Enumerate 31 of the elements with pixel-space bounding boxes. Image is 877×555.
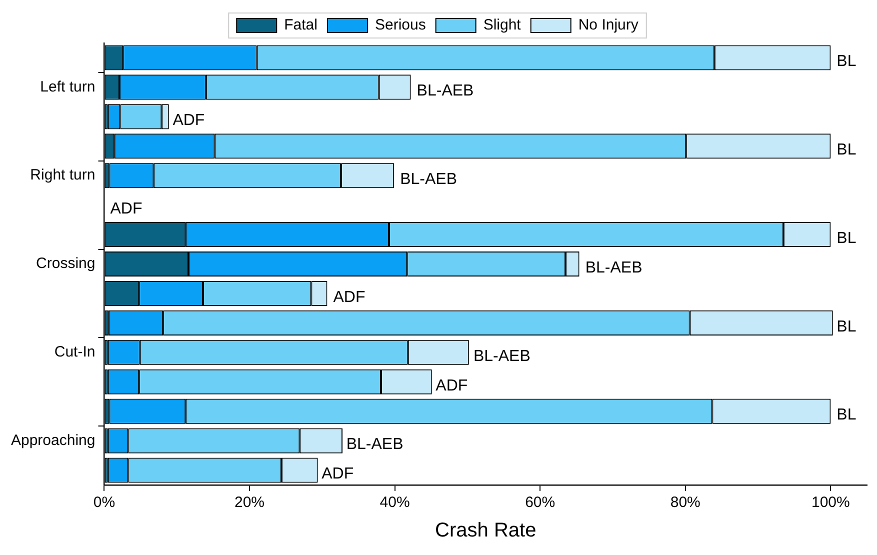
annotation: BL-AEB [400,171,458,188]
annotation: BL-AEB [346,436,404,454]
x-axis-title: Crash Rate [435,520,536,542]
annotation: ADF [172,112,205,130]
x-tick-label: 0% [93,494,116,512]
y-tick-label: Approaching [10,432,96,449]
annotation: BL-AEB [473,348,530,365]
annotation: ADF [322,466,354,483]
annotation: BL-AEB [416,82,474,100]
y-tick-label: Left turn [40,78,96,96]
legend-label: Fatal [284,16,318,34]
annotation: BL [836,318,856,336]
annotation: BL-AEB [585,259,642,276]
y-tick-label: Right turn [30,166,96,184]
x-tick-label: 80% [670,494,700,512]
y-tick-label: Crossing [36,255,96,272]
annotation: ADF [110,200,142,218]
y-tick-label: Cut-In [54,344,96,361]
annotation: ADF [333,288,366,306]
annotation: BL [836,142,856,159]
x-tick-label: 100% [811,494,850,512]
legend-label: No Injury [578,16,639,34]
x-tick-label: 20% [234,494,265,512]
annotation: ADF [436,377,468,394]
legend-label: Slight [483,16,522,34]
x-tick-label: 60% [525,494,556,512]
annotation: BL [836,230,856,247]
x-tick-label: 40% [380,494,410,512]
annotation: BL [836,406,856,424]
annotation: BL [836,53,856,70]
legend-label: Serious [374,16,426,34]
